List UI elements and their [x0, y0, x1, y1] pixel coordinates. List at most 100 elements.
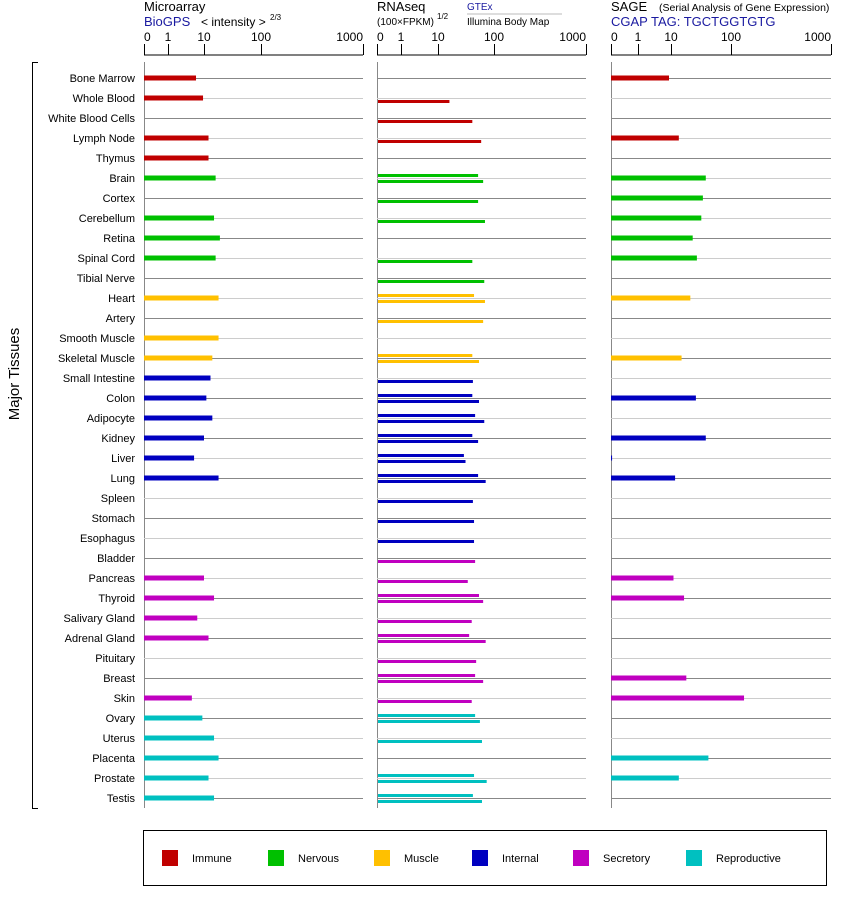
bar-rnaseq [378, 600, 484, 603]
tissue-label: Stomach [92, 513, 135, 525]
x-tick-label: 10 [197, 30, 211, 44]
legend-swatch-secretory [573, 850, 589, 866]
bar-rnaseq [378, 280, 485, 283]
source-gtex: GTEx [467, 2, 493, 13]
tissue-label: Smooth Muscle [59, 333, 135, 345]
bar-sage [611, 435, 706, 441]
bar-rnaseq [378, 320, 484, 323]
tissue-label: Bladder [97, 553, 135, 565]
x-tick-label: 10 [664, 30, 678, 44]
bar-rnaseq [378, 420, 485, 423]
bar-rnaseq [378, 174, 479, 177]
legend-label-reproductive: Reproductive [716, 853, 781, 865]
bar-microarray [144, 775, 209, 781]
x-tick-label: 0 [144, 30, 151, 44]
bar-rnaseq [378, 674, 476, 677]
legend-swatch-muscle [374, 850, 390, 866]
bar-microarray [144, 355, 213, 361]
bar-rnaseq [378, 500, 473, 503]
bar-rnaseq [378, 454, 464, 457]
bar-rnaseq [378, 540, 475, 543]
bar-sage [611, 695, 745, 701]
bar-sage [611, 595, 685, 601]
bar-rnaseq [378, 200, 479, 203]
legend-swatch-nervous [268, 850, 284, 866]
bar-microarray [144, 575, 204, 581]
legend-label-secretory: Secretory [603, 853, 651, 865]
bar-rnaseq [378, 360, 480, 363]
bar-rnaseq [378, 474, 479, 477]
bar-rnaseq [378, 354, 473, 357]
legend-label-immune: Immune [192, 853, 232, 865]
bar-rnaseq [378, 680, 484, 683]
tissue-label: Small Intestine [63, 373, 135, 385]
bar-microarray [144, 295, 219, 301]
tissue-label: Lymph Node [73, 133, 135, 145]
x-tick-label: 100 [484, 30, 504, 44]
tissue-label: Breast [103, 673, 135, 685]
source-biogps: BioGPS [144, 14, 191, 29]
bar-rnaseq [378, 380, 473, 383]
tissue-label: Testis [107, 793, 136, 805]
bar-microarray [144, 395, 207, 401]
tissue-label: Skin [114, 693, 135, 705]
tissue-label: Skeletal Muscle [58, 353, 135, 365]
tissue-label: Adrenal Gland [65, 633, 135, 645]
panel-title-microarray: Microarray [144, 0, 206, 14]
bar-microarray [144, 415, 213, 421]
bar-sage [611, 135, 679, 141]
tissue-label: Pancreas [89, 573, 136, 585]
bar-rnaseq [378, 700, 472, 703]
tissue-label: Adipocyte [87, 413, 135, 425]
bar-rnaseq [378, 794, 473, 797]
bar-rnaseq [378, 594, 480, 597]
tissue-label: Kidney [101, 433, 135, 445]
tissue-label: Esophagus [80, 533, 136, 545]
tissue-label: Spinal Cord [78, 253, 135, 265]
bar-rnaseq [378, 640, 486, 643]
bar-microarray [144, 635, 209, 641]
tissue-label: Cortex [103, 193, 136, 205]
bar-sage [611, 575, 674, 581]
bar-rnaseq [378, 394, 473, 397]
bar-sage [611, 295, 691, 301]
bar-rnaseq [378, 414, 476, 417]
bar-microarray [144, 155, 209, 161]
bar-sage [611, 475, 676, 481]
tissue-label: Thyroid [98, 593, 135, 605]
tissue-label: Placenta [92, 753, 136, 765]
bar-rnaseq [378, 140, 482, 143]
panel-title-sage: SAGE [611, 0, 647, 14]
bar-microarray [144, 695, 192, 701]
bar-microarray [144, 95, 204, 101]
x-tick-label: 1 [635, 30, 642, 44]
tissue-label: Heart [108, 293, 135, 305]
bar-microarray [144, 455, 195, 461]
unit-label-rnaseq: (100×FPKM) [377, 17, 434, 28]
panel-subtitle-sage: (Serial Analysis of Gene Expression) [659, 2, 829, 14]
x-tick-label: 10 [431, 30, 445, 44]
bar-rnaseq [378, 440, 479, 443]
tissue-label: Artery [106, 313, 136, 325]
tissue-label: Pituitary [95, 653, 135, 665]
tissue-label: Tibial Nerve [77, 273, 135, 285]
x-tick-label: 1000 [804, 30, 831, 44]
legend-swatch-internal [472, 850, 488, 866]
bar-microarray [144, 175, 216, 181]
bar-rnaseq [378, 660, 477, 663]
bar-microarray [144, 435, 204, 441]
source-cgap-tag: CGAP TAG: TGCTGGTGTG [611, 14, 775, 29]
bar-rnaseq [378, 480, 486, 483]
bar-rnaseq [378, 580, 468, 583]
bar-rnaseq [378, 180, 484, 183]
unit-exponent-microarray: 2/3 [270, 13, 282, 22]
x-tick-label: 100 [721, 30, 741, 44]
bar-rnaseq [378, 800, 482, 803]
x-tick-label: 1 [398, 30, 405, 44]
legend-label-muscle: Muscle [404, 853, 439, 865]
tissue-label: Cerebellum [79, 213, 135, 225]
bar-sage [611, 75, 670, 81]
tissue-label: Ovary [106, 713, 136, 725]
bar-microarray [144, 475, 219, 481]
bar-rnaseq [378, 434, 473, 437]
